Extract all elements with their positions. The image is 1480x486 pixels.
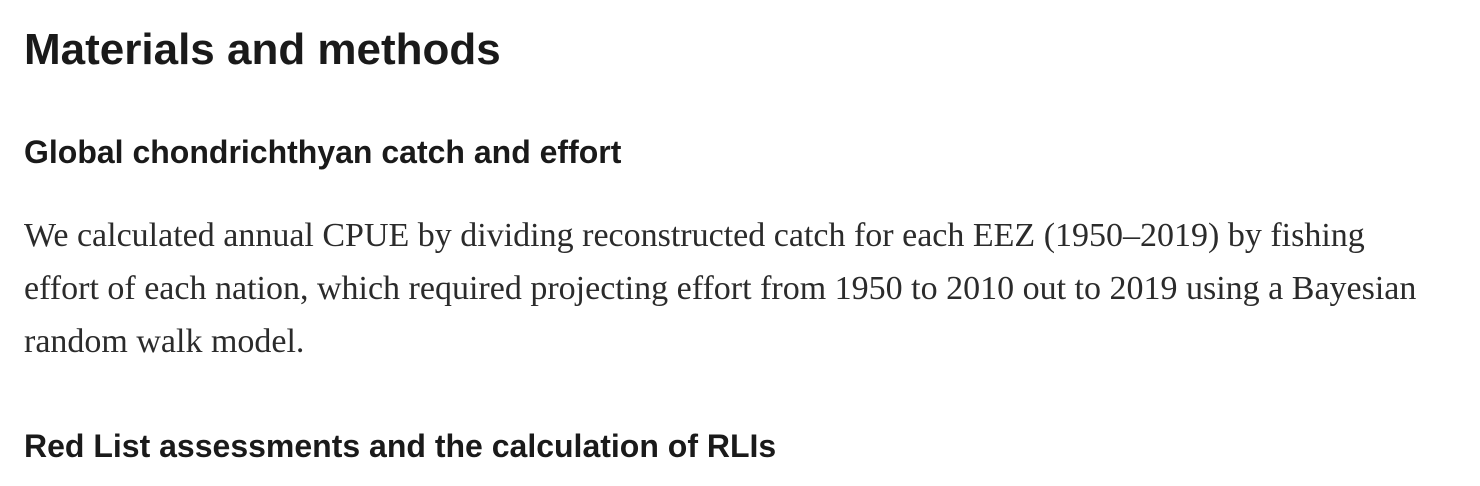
paragraph-catch-effort: We calculated annual CPUE by dividing re…	[24, 217, 1417, 360]
subsection-heading-red-list: Red List assessments and the calculation…	[24, 428, 777, 464]
subsection-heading-catch-effort: Global chondrichthyan catch and effort	[24, 134, 622, 170]
section-heading: Materials and methods	[24, 25, 501, 74]
